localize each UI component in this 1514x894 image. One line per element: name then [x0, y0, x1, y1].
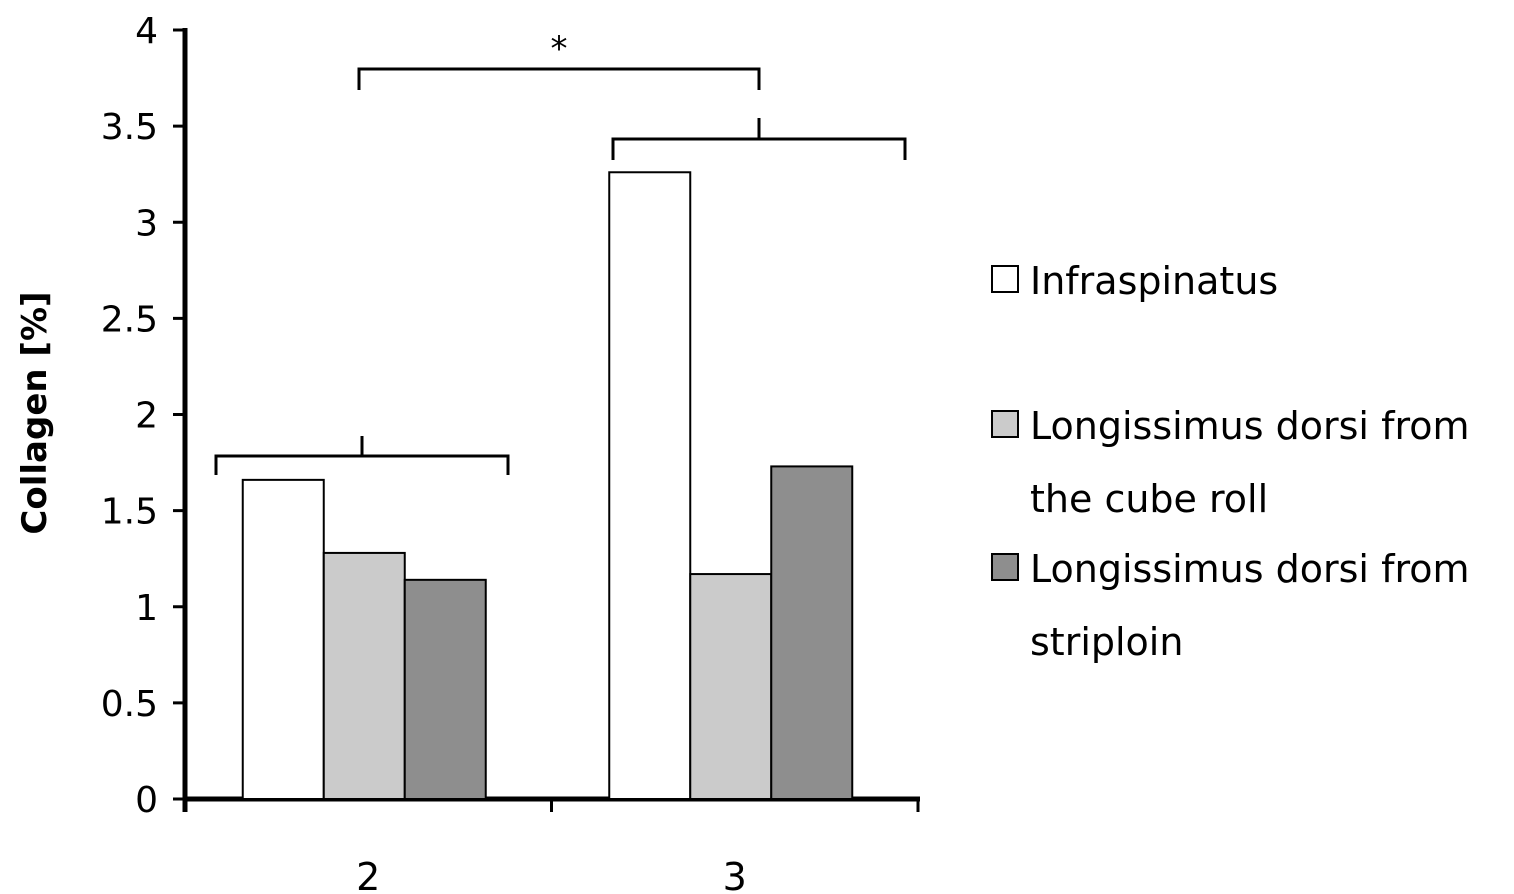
bar-infraspinatus-2 [241, 478, 325, 800]
y-tick-label: 1 [135, 588, 158, 629]
legend-label: Infraspinatus [1030, 259, 1278, 303]
legend-swatch [991, 410, 1019, 438]
bracket-group-3 [611, 118, 907, 160]
y-tick-label: 2.5 [101, 299, 158, 340]
bar-longissimus-dorsi-from-striploin-2 [403, 578, 487, 801]
significance-star: * [551, 29, 568, 69]
y-tick-label: 0 [135, 780, 158, 821]
bracket-between-groups [357, 67, 761, 90]
significance-brackets: * [214, 29, 907, 475]
legend: Infraspinatus Longissimus dorsi from the c… [991, 259, 1470, 664]
y-tick-label: 2 [135, 396, 158, 437]
y-tick-label: 1.5 [101, 492, 158, 533]
legend-label: the cube roll [1030, 477, 1268, 521]
legend-label: Longissimus dorsi from [1030, 404, 1470, 448]
x-category-label: 2 [356, 855, 380, 894]
bar-longissimus-dorsi-from-the-cube-roll-3 [689, 573, 773, 800]
y-tick-label: 3 [135, 203, 158, 244]
legend-label: Longissimus dorsi from [1030, 547, 1470, 591]
y-tick-label: 3.5 [101, 107, 158, 148]
bar-longissimus-dorsi-from-the-cube-roll-2 [322, 551, 406, 800]
bar-longissimus-dorsi-from-striploin-3 [770, 465, 854, 800]
legend-label: striploin [1030, 620, 1183, 664]
legend-swatch [991, 265, 1019, 293]
y-axis-label: Collagen [%] [15, 291, 55, 534]
bar-infraspinatus-3 [608, 171, 692, 800]
y-tick-label: 0.5 [101, 684, 158, 725]
x-category-label: 3 [723, 855, 747, 894]
legend-swatch [991, 553, 1019, 581]
y-tick-label: 4 [135, 11, 158, 52]
bracket-group-2 [214, 436, 510, 475]
bars [241, 171, 854, 801]
y-ticks: 0 0.5 1 1.5 2 2.5 3 3.5 4 [101, 11, 185, 821]
